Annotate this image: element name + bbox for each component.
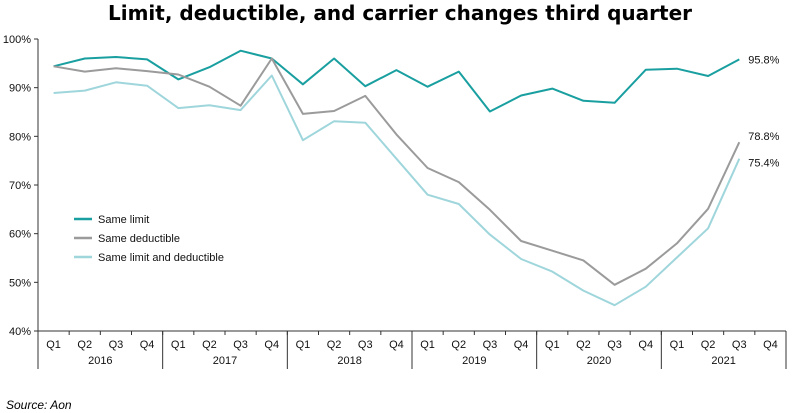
year-label: 2018 [337,355,361,367]
year-label: 2016 [88,355,112,367]
x-tick-label: Q3 [483,339,498,351]
y-tick-label: 40% [9,326,31,338]
x-tick-label: Q3 [233,339,248,351]
legend-label: Same limit [98,214,149,226]
x-tick-label: Q1 [420,339,435,351]
x-tick-label: Q2 [576,339,591,351]
x-tick-label: Q4 [763,339,778,351]
series-line-same-limit-and-deductible [53,74,741,307]
x-tick-label: Q1 [545,339,560,351]
x-tick-label: Q1 [171,339,186,351]
x-tick-label: Q2 [77,339,92,351]
year-label: 2020 [587,355,611,367]
x-tick-label: Q1 [46,339,61,351]
y-tick-label: 80% [9,131,31,143]
y-tick-label: 60% [9,229,31,241]
y-tick-label: 100% [3,34,31,46]
x-tick-label: Q3 [607,339,622,351]
x-tick-label: Q4 [264,339,279,351]
year-label: 2017 [213,355,237,367]
x-tick-label: Q2 [327,339,342,351]
year-label: 2021 [711,355,735,367]
legend-label: Same deductible [98,233,180,245]
series-end-label: 75.4% [748,158,779,170]
x-tick-label: Q2 [701,339,716,351]
legend-label: Same limit and deductible [98,252,224,264]
x-tick-label: Q1 [296,339,311,351]
x-tick-label: Q4 [514,339,529,351]
x-tick-label: Q4 [638,339,653,351]
x-tick-label: Q4 [389,339,404,351]
x-tick-label: Q4 [140,339,155,351]
x-tick-label: Q1 [670,339,685,351]
y-tick-label: 50% [9,277,31,289]
series-line-same-deductible [53,57,741,286]
y-tick-label: 70% [9,180,31,192]
series-line-same-limit [53,49,740,113]
x-tick-label: Q3 [109,339,124,351]
x-tick-label: Q3 [358,339,373,351]
chart-title: Limit, deductible, and carrier changes t… [107,1,693,25]
series-end-label: 95.8% [748,54,779,66]
x-tick-label: Q3 [732,339,747,351]
source-note: Source: Aon [6,398,72,412]
x-tick-label: Q2 [451,339,466,351]
x-tick-label: Q2 [202,339,217,351]
year-label: 2019 [462,355,486,367]
series-end-label: 78.8% [748,131,779,143]
y-tick-label: 90% [9,83,31,95]
